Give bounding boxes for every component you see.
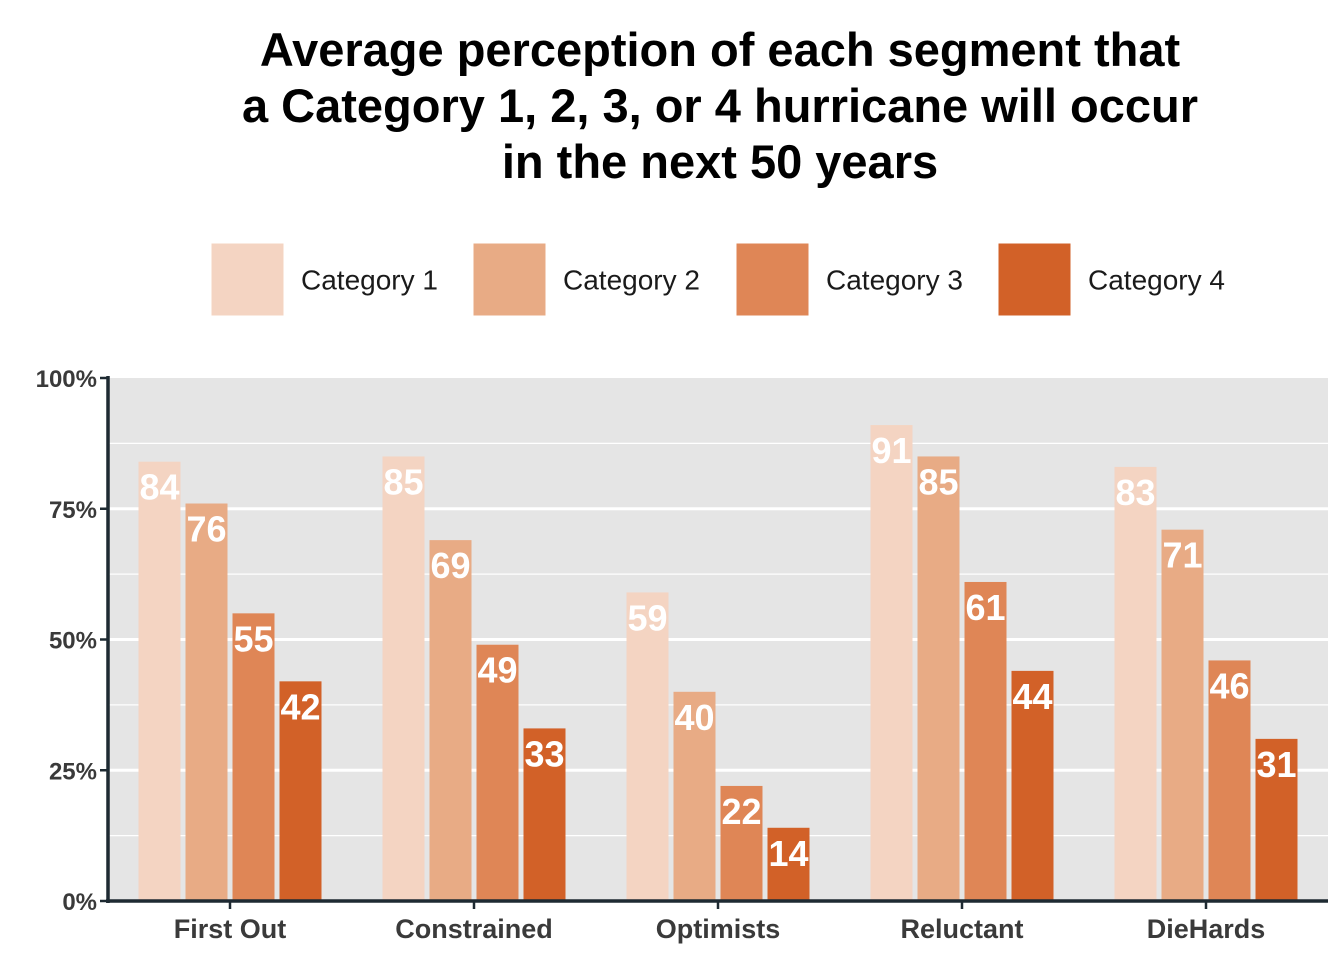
x-tick-label: DieHards [1147, 914, 1266, 944]
data-label: 14 [768, 833, 808, 874]
data-label: 84 [139, 467, 179, 508]
bar-diehards-series-1 [1114, 466, 1157, 901]
bar-constrained-series-2 [429, 540, 472, 901]
data-label: 76 [186, 509, 226, 550]
legend-label: Category 1 [301, 265, 438, 296]
y-tick-label: 0% [62, 889, 97, 916]
legend-key [997, 242, 1072, 317]
bar-constrained-series-4 [523, 728, 566, 901]
bar-diehards-series-4 [1255, 738, 1298, 901]
data-label: 69 [430, 545, 470, 586]
axes: 0% 25% 50% 75% 100% First Out Constrained Optim… [36, 366, 1328, 944]
data-label: 42 [280, 686, 320, 727]
data-label: 31 [1256, 744, 1296, 785]
data-label: 85 [918, 461, 958, 502]
data-label: 85 [383, 461, 423, 502]
legend-label: Category 2 [563, 265, 700, 296]
y-tick-label: 25% [49, 758, 97, 785]
data-label: 33 [524, 733, 564, 774]
bar-reluctant-series-3 [964, 581, 1007, 901]
bar-first-out-series-2 [185, 503, 228, 901]
data-label: 71 [1162, 535, 1202, 576]
bar-reluctant-series-1 [870, 425, 913, 901]
chart-title: Average perception of each segment that … [80, 22, 1344, 190]
legend-key [472, 242, 547, 317]
chart-title-line-1: Average perception of each segment that [259, 23, 1181, 76]
data-label: 44 [1012, 676, 1052, 717]
legend: Category 1 Category 2 Category 3 Category 4 [210, 242, 1225, 317]
bar-first-out-series-3 [232, 613, 275, 901]
bar-reluctant-series-2 [917, 456, 960, 901]
bar-optimists-series-1 [626, 592, 669, 901]
y-tick-label: 75% [49, 497, 97, 524]
chart-title-line-3: in the next 50 years [501, 135, 939, 188]
x-tick-label: First Out [174, 914, 287, 944]
chart-title-line-2: a Category 1, 2, 3, or 4 hurricane will … [241, 79, 1199, 132]
data-label: 49 [477, 650, 517, 691]
bars [138, 425, 1298, 901]
data-label: 91 [871, 430, 911, 471]
data-label: 46 [1209, 665, 1249, 706]
bar-diehards-series-2 [1161, 529, 1204, 901]
legend-key [735, 242, 810, 317]
data-label: 55 [233, 618, 273, 659]
legend-label: Category 4 [1088, 265, 1225, 296]
bar-reluctant-series-4 [1011, 670, 1054, 901]
bar-first-out-series-1 [138, 461, 181, 901]
data-label: 59 [627, 597, 667, 638]
data-label: 83 [1115, 472, 1155, 513]
bar-first-out-series-4 [279, 681, 322, 901]
legend-key [210, 242, 285, 317]
bar-optimists-series-3 [720, 785, 763, 901]
y-tick-label: 100% [36, 366, 97, 393]
bar-diehards-series-3 [1208, 660, 1251, 901]
bar-constrained-series-1 [382, 456, 425, 901]
x-tick-label: Reluctant [900, 914, 1023, 944]
y-tick-label: 50% [49, 628, 97, 655]
data-label: 40 [674, 697, 714, 738]
x-tick-label: Constrained [395, 914, 553, 944]
bar-optimists-series-4 [767, 827, 810, 901]
data-label: 22 [721, 791, 761, 832]
bar-constrained-series-3 [476, 644, 519, 901]
bar-optimists-series-2 [673, 691, 716, 901]
x-tick-label: Optimists [656, 914, 781, 944]
data-label: 61 [965, 587, 1005, 628]
legend-label: Category 3 [826, 265, 963, 296]
